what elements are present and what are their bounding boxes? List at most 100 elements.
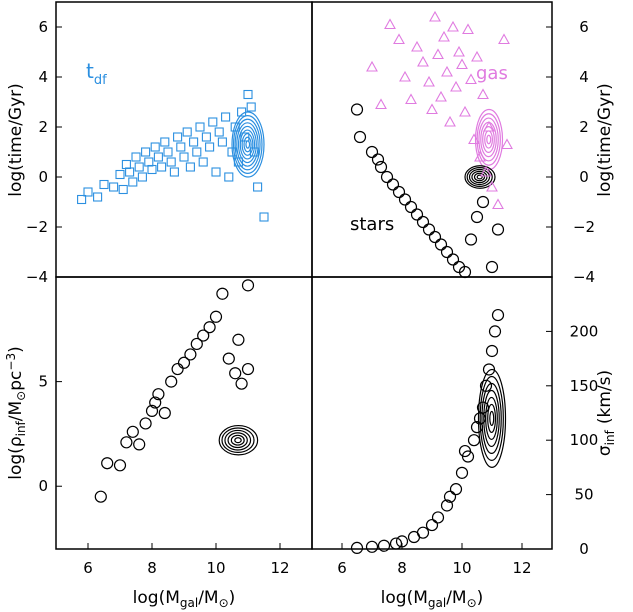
point-top-right-gas-19 <box>456 58 468 70</box>
point-bottom-right-s0-16 <box>476 401 490 414</box>
point-top-left-s0-46 <box>246 102 256 112</box>
point-bottom-right-s0-9 <box>440 499 454 512</box>
point-top-right-stars-4 <box>374 160 388 174</box>
point-top-right-stars-21 <box>476 195 490 209</box>
point-bottom-right-s0-22 <box>458 444 472 458</box>
point-top-left-s0-7 <box>121 159 131 170</box>
point-top-right-gas-16 <box>447 20 459 32</box>
point-top-left-s0-15 <box>147 164 157 175</box>
point-bottom-right-s0-19 <box>485 344 499 358</box>
point-top-left-s0-19 <box>160 137 170 147</box>
point-top-right-gas-1 <box>375 98 387 110</box>
point-top-left-s0-32 <box>201 132 211 142</box>
xtick-bottom-right-1: 8 <box>397 559 407 577</box>
point-bottom-left-s0-9 <box>152 388 165 401</box>
point-top-right-stars-23 <box>491 223 505 236</box>
point-top-left-s0-37 <box>217 137 227 147</box>
ytick-bottom-right-1: 150 <box>570 377 599 395</box>
point-top-left-s0-42 <box>233 157 243 167</box>
ytick-top-right-0: 6 <box>579 18 589 36</box>
point-top-right-gas-17 <box>450 80 462 92</box>
point-top-right-gas-27 <box>480 165 492 177</box>
point-top-right-gas-15 <box>444 115 456 127</box>
xlabel-bottom-left: log(Mgal/M⊙) <box>133 588 236 610</box>
point-bottom-left-s0-24 <box>241 279 255 292</box>
point-top-left-s0-47 <box>249 147 259 157</box>
point-bottom-right-s0-20 <box>488 325 502 338</box>
point-bottom-right-s0-13 <box>467 434 481 447</box>
contour-bottom-left-0-0 <box>234 437 242 444</box>
point-bottom-right-s0-3 <box>389 537 403 550</box>
ytick-top-right-1: 4 <box>579 68 589 86</box>
contour-top-right-1-1 <box>473 172 486 182</box>
point-top-left-s0-10 <box>131 152 141 162</box>
panel-frame-bottom-left <box>55 276 313 550</box>
tdf-label: tdf <box>86 59 107 88</box>
point-top-left-s0-11 <box>134 162 144 172</box>
point-top-left-s0-1 <box>83 187 93 197</box>
point-top-right-stars-16 <box>446 253 460 266</box>
contour-top-right-1-2 <box>471 170 488 184</box>
contour-bottom-right-0-6 <box>477 368 507 469</box>
point-bottom-left-s0-12 <box>171 362 184 376</box>
panel-frame-bottom-right <box>311 276 553 550</box>
point-top-left-s0-49 <box>259 212 269 222</box>
contour-top-right-1-5 <box>464 165 496 189</box>
point-top-left-s0-38 <box>221 112 231 122</box>
point-top-left-s0-31 <box>198 157 208 167</box>
point-top-left-s0-27 <box>185 162 195 172</box>
ytick-bottom-right-4: 0 <box>579 540 589 558</box>
point-bottom-left-s0-1 <box>101 457 114 470</box>
point-bottom-left-s0-21 <box>229 367 242 380</box>
contour-top-right-1-4 <box>466 167 493 187</box>
point-bottom-right-s0-23 <box>443 490 457 503</box>
point-bottom-right-s0-7 <box>425 518 439 532</box>
point-top-right-gas-28 <box>483 120 495 132</box>
point-bottom-left-s0-8 <box>149 396 162 409</box>
point-bottom-right-s0-8 <box>431 511 445 524</box>
point-top-left-s0-0 <box>77 194 87 205</box>
point-top-right-gas-12 <box>435 90 447 102</box>
point-top-left-s0-22 <box>169 167 179 177</box>
contour-top-left-0-1 <box>243 136 252 153</box>
ytick-top-right-2: 2 <box>579 118 589 136</box>
contour-bottom-right-0-3 <box>483 389 500 448</box>
point-top-left-s0-8 <box>125 167 135 177</box>
point-top-right-stars-3 <box>371 153 385 166</box>
point-bottom-left-s0-17 <box>203 321 216 334</box>
contour-top-right-0-0 <box>486 134 492 145</box>
xlabel-bottom-right: log(Mgal/M⊙) <box>381 588 484 610</box>
contour-bottom-right-0-4 <box>481 382 502 455</box>
point-top-right-gas-26 <box>477 88 489 100</box>
xtick-bottom-left-2: 10 <box>206 559 225 577</box>
point-bottom-left-s0-6 <box>139 417 152 430</box>
contour-bottom-left-0-1 <box>230 434 245 446</box>
point-top-right-stars-18 <box>458 265 472 279</box>
contour-top-right-0-2 <box>482 126 495 153</box>
point-top-right-gas-21 <box>462 23 474 35</box>
ytick-top-right-4: −2 <box>573 218 595 236</box>
point-bottom-left-s0-7 <box>145 404 159 418</box>
point-top-left-s0-44 <box>240 132 250 142</box>
point-top-left-s0-5 <box>115 169 125 180</box>
contour-top-right-0-4 <box>478 117 499 162</box>
point-top-left-s0-25 <box>179 152 189 162</box>
ytick-top-left-0: 6 <box>38 18 48 36</box>
point-bottom-right-s0-11 <box>455 466 469 479</box>
ytick-bottom-right-3: 50 <box>574 486 593 504</box>
point-top-right-stars-0 <box>350 103 364 116</box>
point-top-left-s0-48 <box>253 182 263 192</box>
point-bottom-left-s0-5 <box>133 438 146 451</box>
point-top-right-gas-14 <box>441 65 453 77</box>
point-top-right-gas-4 <box>399 70 411 82</box>
xtick-bottom-right-0: 6 <box>337 559 347 577</box>
point-top-right-stars-20 <box>470 210 484 224</box>
point-bottom-right-s0-17 <box>479 379 493 392</box>
point-bottom-right-s0-14 <box>470 421 484 434</box>
point-top-right-stars-13 <box>428 230 442 244</box>
point-bottom-left-s0-4 <box>126 425 139 438</box>
point-top-right-gas-11 <box>432 48 444 60</box>
ytick-bottom-left-0: 5 <box>38 373 48 391</box>
point-top-right-stars-9 <box>404 200 418 214</box>
